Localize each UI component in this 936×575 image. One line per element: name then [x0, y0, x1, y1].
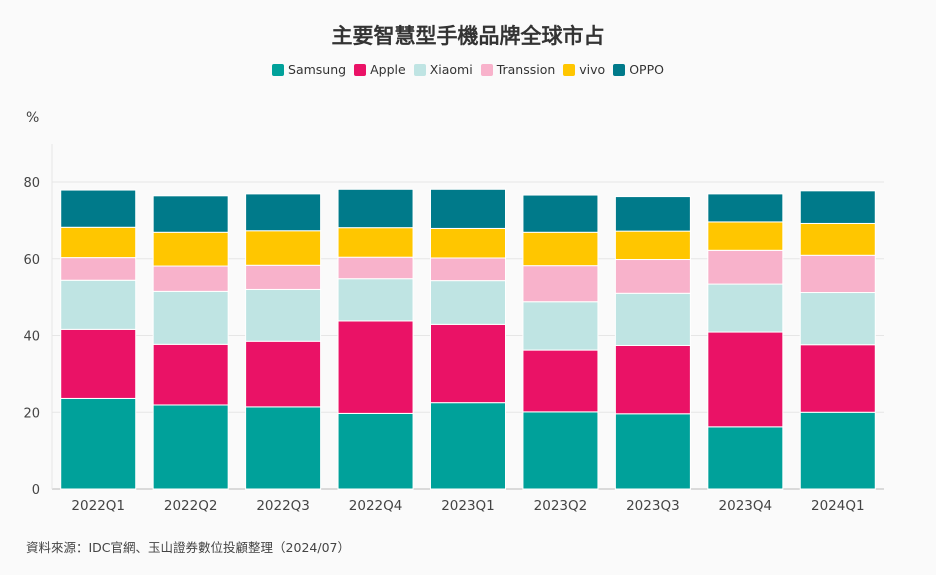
legend-swatch: [413, 63, 426, 76]
legend-swatch: [354, 63, 367, 76]
bar-segment-apple-2023q1: [430, 323, 506, 404]
legend-swatch: [272, 63, 285, 76]
bar-segment-oppo-2023q4: [707, 193, 784, 223]
x-tick-label: 2023Q1: [441, 498, 495, 514]
bar-segment-xiaomi-2023q1: [430, 280, 506, 325]
bar-segment-xiaomi-2023q3: [614, 292, 691, 346]
bar-segment-xiaomi-2024q1: [799, 292, 876, 346]
bar-segment-transsion-2022q1: [60, 257, 137, 281]
bar-segment-vivo-2022q1: [60, 226, 137, 259]
y-tick-label: 60: [23, 253, 40, 268]
legend-label: Apple: [370, 62, 406, 77]
bar-segment-apple-2022q3: [245, 340, 322, 408]
bar-segment-oppo-2022q3: [245, 193, 322, 232]
legend-label: Transsion: [496, 62, 556, 77]
bar-segment-apple-2023q4: [707, 331, 784, 428]
y-tick-label: 40: [23, 330, 40, 345]
bar-segment-oppo-2022q4: [337, 188, 414, 229]
x-tick-label: 2022Q4: [349, 498, 403, 514]
bar-segment-samsung-2023q2: [522, 411, 599, 490]
bar-segment-transsion-2024q1: [799, 254, 876, 294]
bar-segment-transsion-2023q4: [707, 249, 784, 285]
bar-segment-oppo-2022q2: [152, 195, 229, 233]
legend-label: OPPO: [629, 62, 664, 77]
chart-title: 主要智慧型手機品牌全球市占: [331, 24, 605, 48]
bar-segment-samsung-2024q1: [799, 411, 876, 490]
bar-segment-transsion-2022q4: [337, 256, 414, 280]
x-tick-label: 2022Q3: [256, 498, 310, 514]
bar-segment-transsion-2023q3: [614, 259, 691, 294]
x-tick-label: 2022Q1: [71, 498, 125, 514]
y-tick-label: 20: [23, 406, 40, 421]
bar-segment-samsung-2022q1: [60, 397, 137, 490]
bar-segment-transsion-2022q2: [152, 265, 229, 292]
x-tick-label: 2024Q1: [811, 498, 865, 514]
y-tick-label: 0: [32, 483, 40, 498]
bar-segment-apple-2022q4: [337, 320, 414, 414]
bar-segment-apple-2023q2: [522, 349, 599, 413]
bar-segment-samsung-2023q4: [707, 426, 784, 490]
bar-segment-transsion-2023q2: [522, 265, 599, 303]
bar-segment-vivo-2022q3: [245, 230, 322, 266]
bar-segment-apple-2023q3: [614, 344, 691, 415]
legend-item-apple: Apple: [354, 62, 406, 77]
y-axis-label: %: [26, 110, 39, 126]
legend-label: vivo: [579, 62, 606, 77]
bar-segment-oppo-2024q1: [799, 190, 876, 224]
bar-segment-transsion-2023q1: [430, 257, 506, 282]
legend-swatch: [613, 63, 626, 76]
bar-segment-xiaomi-2023q4: [707, 283, 784, 333]
bar-segment-xiaomi-2022q4: [337, 278, 414, 322]
bar-segment-samsung-2023q1: [430, 402, 506, 490]
y-tick-label: 80: [23, 176, 40, 191]
legend-item-samsung: Samsung: [272, 62, 346, 77]
source-note: 資料來源：IDC官網、玉山證券數位投顧整理（2024/07）: [26, 540, 350, 555]
legend-item-vivo: vivo: [563, 62, 605, 77]
bar-segment-samsung-2022q4: [337, 412, 414, 490]
bar-segment-samsung-2022q2: [152, 404, 229, 490]
bar-segment-samsung-2022q3: [245, 406, 322, 490]
bar-segment-oppo-2023q2: [522, 194, 599, 233]
bar-segment-xiaomi-2022q3: [245, 288, 322, 342]
bar-segment-vivo-2023q3: [614, 230, 691, 261]
chart-legend: Samsung Apple Xiaomi Transsion vivo OPPO: [0, 62, 936, 77]
bar-segment-apple-2024q1: [799, 344, 876, 413]
bar-segment-xiaomi-2022q2: [152, 290, 229, 345]
bar-segment-vivo-2022q4: [337, 227, 414, 258]
legend-swatch: [480, 63, 493, 76]
bar-segment-samsung-2023q3: [614, 413, 691, 490]
bar-segment-vivo-2024q1: [799, 222, 876, 256]
x-tick-label: 2023Q4: [719, 498, 773, 514]
bar-segment-oppo-2023q3: [614, 196, 691, 232]
bar-segment-apple-2022q2: [152, 343, 229, 406]
bar-segment-vivo-2023q4: [707, 221, 784, 251]
legend-item-oppo: OPPO: [613, 62, 664, 77]
legend-label: Xiaomi: [429, 62, 473, 77]
x-tick-label: 2023Q3: [626, 498, 680, 514]
bar-segment-oppo-2023q1: [430, 188, 506, 229]
bar-segment-apple-2022q1: [60, 328, 137, 399]
x-tick-label: 2022Q2: [164, 498, 218, 514]
bar-segment-vivo-2023q1: [430, 227, 506, 259]
bar-segment-xiaomi-2022q1: [60, 279, 137, 330]
bar-segment-xiaomi-2023q2: [522, 301, 599, 351]
bar-segment-transsion-2022q3: [245, 264, 322, 290]
legend-swatch: [563, 63, 576, 76]
x-tick-label: 2023Q2: [534, 498, 588, 514]
bar-segment-vivo-2023q2: [522, 231, 599, 267]
legend-item-transsion: Transsion: [480, 62, 556, 77]
bar-segment-oppo-2022q1: [60, 189, 137, 228]
legend-item-xiaomi: Xiaomi: [413, 62, 473, 77]
bar-segment-vivo-2022q2: [152, 231, 229, 267]
legend-label: Samsung: [288, 62, 347, 77]
